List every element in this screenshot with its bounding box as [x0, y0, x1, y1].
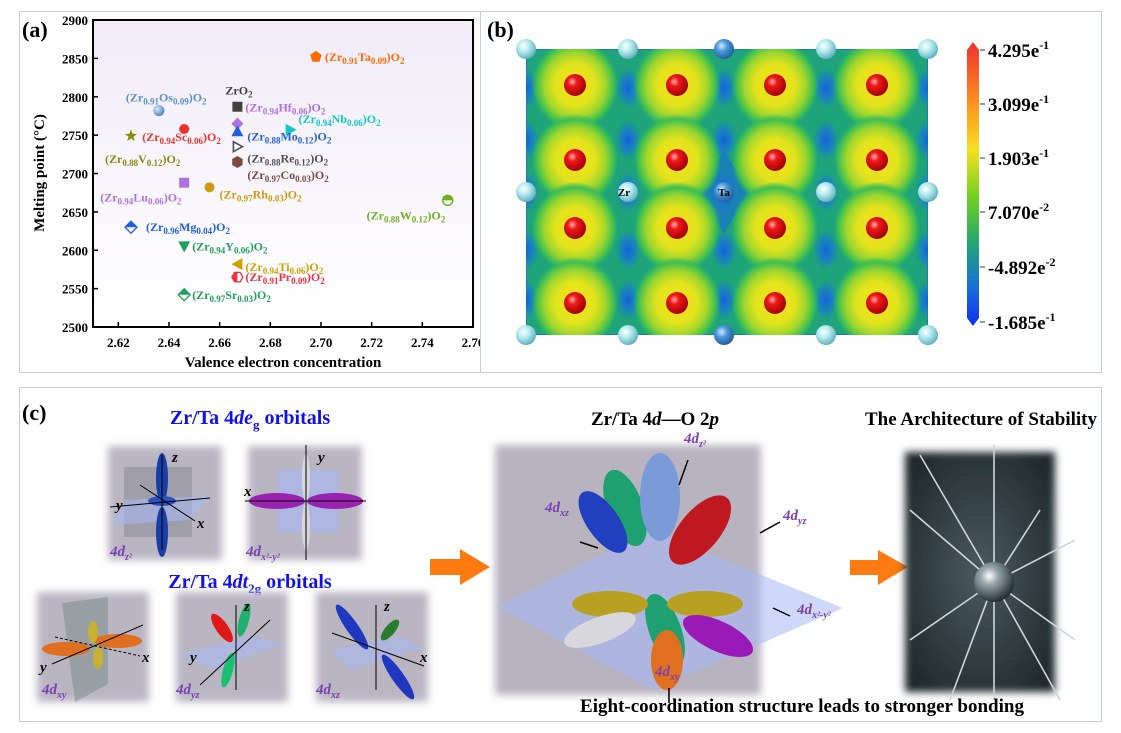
data-point	[310, 50, 322, 62]
data-point	[204, 182, 215, 193]
y-tick-label: 2600	[62, 243, 88, 258]
y-tick-label: 2650	[62, 205, 88, 220]
point-label: (Zr0.94Hf0.06)O2	[245, 101, 326, 117]
data-point	[232, 155, 243, 168]
point-label: (Zr0.97Co0.03)O2	[247, 168, 329, 184]
data-point	[178, 241, 191, 253]
data-point	[231, 117, 244, 130]
point-label: (Zr0.96Mg0.04)O2	[146, 220, 231, 236]
x-tick-label: 2.70	[310, 335, 333, 350]
x-tick-label: 2.68	[259, 335, 282, 350]
point-label: (Zr0.88V0.12)O2	[105, 152, 181, 168]
y-tick-label: 2500	[62, 320, 88, 335]
data-point	[179, 123, 190, 134]
x-tick-label: 2.74	[411, 335, 434, 350]
x-tick-label: 2.62	[107, 335, 130, 350]
data-point	[231, 258, 243, 271]
point-label: (Zr0.88W0.12)O2	[367, 208, 446, 224]
point-label: (Zr0.94Y0.06)O2	[192, 239, 268, 255]
point-label: ZrO2	[225, 84, 253, 100]
point-label: (Zr0.94Lu0.06)O2	[100, 191, 182, 207]
point-label: (Zr0.91Pr0.09)O2	[245, 270, 325, 286]
y-axis-label: Melting point (°C)	[32, 114, 48, 232]
y-tick-label: 2850	[62, 51, 88, 66]
x-tick-label: 2.66	[208, 335, 231, 350]
y-tick-label: 2550	[62, 282, 88, 297]
y-tick-label: 2800	[62, 90, 88, 105]
data-point	[232, 140, 245, 153]
point-label: (Zr0.94Nb0.06)O2	[299, 112, 382, 128]
point-label: (Zr0.97Rh0.03)O2	[220, 187, 303, 203]
data-point	[231, 271, 244, 283]
data-point	[153, 105, 165, 117]
y-tick-label: 2750	[62, 128, 88, 143]
y-tick-label: 2700	[62, 167, 88, 182]
point-label: (Zr0.94Ti0.06)O2	[245, 260, 323, 276]
data-point	[124, 220, 138, 235]
point-label: (Zr0.97Sr0.03)O2	[192, 288, 271, 304]
point-label: (Zr0.88Re0.12)O2	[247, 152, 328, 168]
x-axis-label: Valence electron concentration	[185, 355, 382, 371]
point-label: (Zr0.91Os0.09)O2	[126, 91, 207, 107]
data-point	[231, 125, 244, 137]
data-point	[177, 287, 192, 302]
panel-b-frame	[480, 11, 1102, 373]
data-point	[285, 123, 297, 136]
data-point	[232, 101, 243, 112]
x-tick-label: 2.72	[360, 335, 383, 350]
data-point	[441, 194, 454, 207]
panel-c-frame	[19, 387, 1102, 722]
y-tick-label: 2900	[62, 13, 88, 28]
x-tick-label: 2.64	[158, 335, 181, 350]
x-tick-label: 2.76	[462, 335, 480, 350]
point-label: (Zr0.94Sc0.06)O2	[142, 130, 221, 146]
plot-area	[92, 19, 474, 328]
panel-a-label: (a)	[22, 17, 48, 42]
point-label: (Zr0.91Ta0.09)O2	[325, 50, 405, 66]
data-point	[179, 177, 190, 188]
melting-point-scatter-chart: (a) 2.62 2.64 2.66 2.68 2.70 2.72 2.74 2.76 2500…	[22, 13, 480, 371]
point-label: (Zr0.88Mo0.12)O2	[247, 129, 332, 145]
data-point	[124, 129, 138, 142]
